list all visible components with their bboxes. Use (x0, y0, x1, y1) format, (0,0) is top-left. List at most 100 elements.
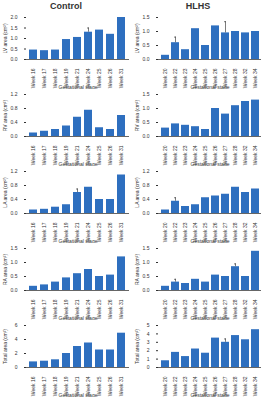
svg-text:Week 34: Week 34 (252, 222, 258, 242)
svg-text:0.8: 0.8 (11, 182, 18, 188)
svg-text:LA area (cm²): LA area (cm²) (134, 177, 140, 208)
svg-text:1.5: 1.5 (11, 245, 18, 251)
svg-text:0.4: 0.4 (11, 119, 18, 125)
svg-text:0: 0 (147, 364, 150, 370)
svg-text:Week 26: Week 26 (107, 299, 113, 319)
svg-text:4: 4 (15, 336, 18, 342)
svg-text:2: 2 (147, 347, 150, 353)
svg-text:0.0: 0.0 (11, 133, 18, 139)
svg-text:0.0: 0.0 (11, 56, 18, 62)
svg-text:1.5: 1.5 (143, 91, 150, 97)
svg-text:Week 23: Week 23 (182, 68, 188, 88)
svg-text:0.0: 0.0 (143, 56, 150, 62)
svg-text:Week 34: Week 34 (252, 299, 258, 319)
svg-text:Week 28: Week 28 (232, 299, 238, 319)
svg-text:1: 1 (147, 356, 150, 362)
svg-text:Week 22: Week 22 (172, 222, 178, 242)
svg-text:Week 32: Week 32 (242, 68, 248, 88)
svg-text:Week 34: Week 34 (252, 376, 258, 396)
svg-text:Week 23: Week 23 (182, 222, 188, 242)
svg-text:Week 17: Week 17 (41, 68, 47, 88)
svg-text:Week 26: Week 26 (107, 222, 113, 242)
svg-text:1.0: 1.0 (11, 35, 18, 41)
svg-text:0.0: 0.0 (143, 133, 150, 139)
svg-text:0.5: 0.5 (143, 42, 150, 48)
svg-text:Week 18: Week 18 (52, 222, 58, 242)
svg-text:0.8: 0.8 (143, 182, 150, 188)
svg-text:1.5: 1.5 (143, 14, 150, 20)
svg-text:0.4: 0.4 (143, 196, 150, 202)
svg-text:0.0: 0.0 (11, 287, 18, 293)
svg-text:Week 28: Week 28 (232, 145, 238, 165)
svg-text:LV area (cm²): LV area (cm²) (134, 23, 140, 54)
svg-text:Week 22: Week 22 (172, 68, 178, 88)
svg-text:Week 23: Week 23 (182, 145, 188, 165)
svg-text:Week 34: Week 34 (252, 68, 258, 88)
svg-text:2.0: 2.0 (11, 14, 18, 20)
svg-text:Week 18: Week 18 (52, 145, 58, 165)
svg-text:RA area (cm²): RA area (cm²) (134, 254, 140, 285)
svg-text:1.0: 1.0 (11, 259, 18, 265)
svg-text:Week 32: Week 32 (242, 222, 248, 242)
svg-text:0.5: 0.5 (11, 273, 18, 279)
svg-text:Week 17: Week 17 (41, 145, 47, 165)
svg-text:RV area (cm²): RV area (cm²) (134, 100, 140, 132)
svg-text:Week 32: Week 32 (242, 299, 248, 319)
svg-text:0.5: 0.5 (143, 119, 150, 125)
svg-text:1.2: 1.2 (11, 168, 18, 174)
svg-text:Gestational stage: Gestational stage (59, 392, 98, 398)
svg-text:Total area (cm²): Total area (cm²) (2, 329, 8, 364)
svg-text:1.0: 1.0 (143, 105, 150, 111)
svg-text:Gestational stage: Gestational stage (191, 392, 230, 398)
svg-text:Week 31: Week 31 (118, 68, 124, 88)
svg-text:1.5: 1.5 (143, 245, 150, 251)
svg-text:3: 3 (147, 339, 150, 345)
svg-text:Week 20: Week 20 (162, 68, 168, 88)
svg-text:0: 0 (15, 364, 18, 370)
svg-text:RV area (cm²): RV area (cm²) (2, 100, 8, 132)
svg-text:Week 17: Week 17 (41, 222, 47, 242)
svg-text:Week 17: Week 17 (41, 376, 47, 396)
svg-text:Week 17: Week 17 (41, 299, 47, 319)
svg-text:RA area (cm²): RA area (cm²) (2, 254, 8, 285)
svg-text:0.0: 0.0 (143, 287, 150, 293)
svg-text:Week 31: Week 31 (118, 299, 124, 319)
svg-text:Week 20: Week 20 (162, 299, 168, 319)
svg-text:Week 26: Week 26 (107, 145, 113, 165)
svg-text:Week 23: Week 23 (182, 376, 188, 396)
svg-text:1.0: 1.0 (143, 259, 150, 265)
svg-text:Week 32: Week 32 (242, 145, 248, 165)
svg-text:6: 6 (15, 322, 18, 328)
svg-text:Week 16: Week 16 (30, 376, 36, 396)
svg-text:LV area (cm²): LV area (cm²) (2, 23, 8, 54)
svg-text:Week 18: Week 18 (52, 299, 58, 319)
svg-text:Week 31: Week 31 (118, 145, 124, 165)
svg-text:0.8: 0.8 (11, 105, 18, 111)
svg-text:Week 20: Week 20 (162, 222, 168, 242)
svg-text:0.5: 0.5 (11, 46, 18, 52)
svg-text:Week 28: Week 28 (232, 222, 238, 242)
svg-text:0.0: 0.0 (143, 210, 150, 216)
svg-text:Week 34: Week 34 (252, 145, 258, 165)
svg-text:Week 18: Week 18 (52, 376, 58, 396)
svg-text:0.0: 0.0 (11, 210, 18, 216)
svg-text:Week 23: Week 23 (182, 299, 188, 319)
svg-text:Week 22: Week 22 (172, 299, 178, 319)
svg-text:0.5: 0.5 (143, 273, 150, 279)
svg-text:Week 18: Week 18 (52, 68, 58, 88)
svg-text:Week 26: Week 26 (107, 68, 113, 88)
svg-text:Week 16: Week 16 (30, 299, 36, 319)
svg-text:Week 20: Week 20 (162, 145, 168, 165)
svg-text:2: 2 (15, 350, 18, 356)
svg-text:Week 20: Week 20 (162, 376, 168, 396)
svg-text:1.0: 1.0 (143, 28, 150, 34)
svg-text:Week 16: Week 16 (30, 222, 36, 242)
svg-text:5: 5 (147, 322, 150, 328)
svg-text:Total area (cm²): Total area (cm²) (134, 329, 140, 364)
svg-text:1.5: 1.5 (11, 25, 18, 31)
svg-text:Week 16: Week 16 (30, 68, 36, 88)
svg-text:1.2: 1.2 (143, 168, 150, 174)
svg-text:1.2: 1.2 (11, 91, 18, 97)
svg-text:Week 16: Week 16 (30, 145, 36, 165)
svg-text:Week 22: Week 22 (172, 145, 178, 165)
